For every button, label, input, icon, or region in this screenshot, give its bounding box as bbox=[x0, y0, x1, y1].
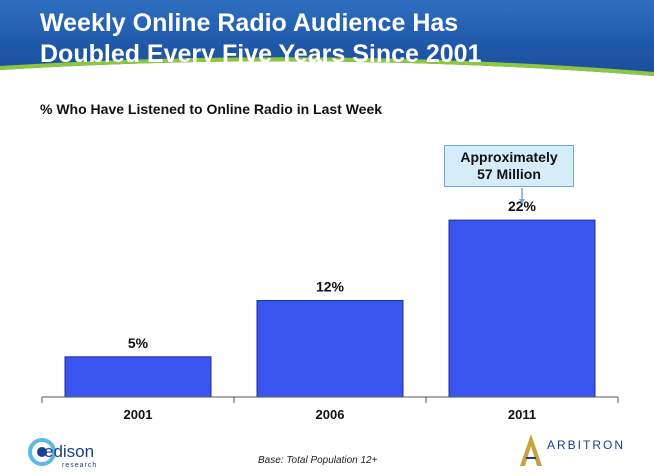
value-label-2011: 22% bbox=[508, 198, 537, 214]
callout-box: Approximately 57 Million bbox=[444, 145, 574, 187]
x-tick-label-2011: 2011 bbox=[508, 407, 536, 422]
edison-dot bbox=[37, 447, 47, 457]
value-label-2006: 12% bbox=[316, 279, 345, 295]
header-swoosh bbox=[0, 57, 654, 86]
bar-2011 bbox=[448, 219, 596, 398]
x-tick-label-2001: 2001 bbox=[124, 407, 153, 422]
header-green-accent bbox=[0, 57, 654, 76]
edison-logo-subtext: research bbox=[62, 462, 98, 469]
arbitron-mark-shape bbox=[520, 434, 542, 466]
chart-subtitle: % Who Have Listened to Online Radio in L… bbox=[40, 101, 383, 117]
edison-ring bbox=[28, 438, 56, 466]
callout-arrow-head bbox=[519, 199, 525, 204]
base-note: Base: Total Population 12+ bbox=[258, 455, 378, 466]
bar-2001 bbox=[64, 356, 212, 398]
value-label-2001: 5% bbox=[128, 335, 149, 351]
arbitron-logo-text: ARBITRON bbox=[547, 438, 626, 452]
bar-2006 bbox=[256, 300, 404, 398]
edison-logo-icon bbox=[28, 438, 56, 466]
arbitron-logo-icon bbox=[520, 434, 542, 466]
callout-line-1: Approximately bbox=[460, 149, 558, 165]
title-line-1: Weekly Online Radio Audience Has bbox=[40, 9, 459, 37]
page-title: Weekly Online Radio Audience Has Doubled… bbox=[40, 8, 481, 70]
x-tick-label-2006: 2006 bbox=[316, 407, 345, 422]
title-line-2: Doubled Every Five Years Since 2001 bbox=[40, 40, 482, 68]
header-banner: Weekly Online Radio Audience Has Doubled… bbox=[0, 0, 654, 86]
edison-logo-text: edison bbox=[44, 442, 95, 461]
header-white-curve bbox=[0, 61, 654, 86]
callout-line-2: 57 Million bbox=[477, 166, 541, 182]
